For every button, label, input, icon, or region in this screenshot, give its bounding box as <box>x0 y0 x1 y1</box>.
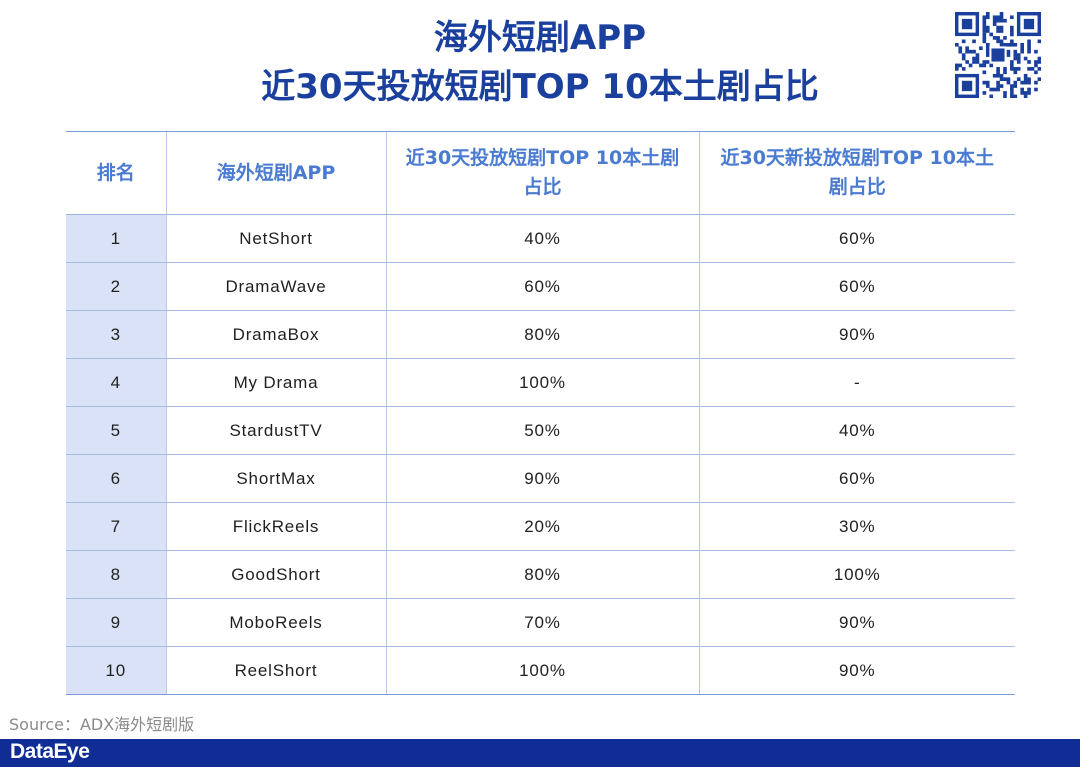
new-share-cell: 60% <box>698 214 1015 263</box>
rank-cell: 9 <box>66 598 166 647</box>
table-row: 1 NetShort 40% 60% <box>66 214 1015 263</box>
app-name-cell: My Drama <box>165 358 386 407</box>
share-cell: 40% <box>385 214 699 263</box>
app-name-cell: MoboReels <box>165 598 386 647</box>
ranking-table: 排名 海外短剧APP 近30天投放短剧TOP 10本土剧占比 近30天新投放短剧… <box>66 131 1015 695</box>
rank-cell: 4 <box>66 358 166 407</box>
new-share-cell: 40% <box>698 406 1015 455</box>
rank-cell: 7 <box>66 502 166 551</box>
title-line-2: 近30天投放短剧TOP 10本土剧占比 <box>261 67 819 107</box>
table-row: 3 DramaBox 80% 90% <box>66 310 1015 359</box>
app-name-cell: DramaBox <box>165 310 386 359</box>
app-name-cell: FlickReels <box>165 502 386 551</box>
share-cell: 80% <box>385 310 699 359</box>
app-name-cell: GoodShort <box>165 550 386 599</box>
table-row: 2 DramaWave 60% 60% <box>66 262 1015 311</box>
share-cell: 90% <box>385 454 699 503</box>
table-row: 6 ShortMax 90% 60% <box>66 454 1015 503</box>
table-row: 10 ReelShort 100% 90% <box>66 646 1015 695</box>
share-cell: 100% <box>385 358 699 407</box>
table-row: 4 My Drama 100% - <box>66 358 1015 407</box>
new-share-cell: 30% <box>698 502 1015 551</box>
dataeye-logo: DataEye <box>10 740 90 763</box>
new-share-cell: - <box>698 358 1015 407</box>
rank-cell: 1 <box>66 214 166 263</box>
header-30day-top10-local-share: 近30天投放短剧TOP 10本土剧占比 <box>385 131 699 215</box>
new-share-cell: 60% <box>698 454 1015 503</box>
app-name-cell: NetShort <box>165 214 386 263</box>
app-name-cell: ShortMax <box>165 454 386 503</box>
table-row: 7 FlickReels 20% 30% <box>66 502 1015 551</box>
rank-cell: 5 <box>66 406 166 455</box>
rank-cell: 8 <box>66 550 166 599</box>
table-row: 5 StardustTV 50% 40% <box>66 406 1015 455</box>
source-note: Source：ADX海外短剧版 <box>9 715 195 734</box>
share-cell: 80% <box>385 550 699 599</box>
share-cell: 60% <box>385 262 699 311</box>
page-title: 海外短剧APP 近30天投放短剧TOP 10本土剧占比 <box>0 14 1080 112</box>
app-name-cell: ReelShort <box>165 646 386 695</box>
title-line-1: 海外短剧APP <box>433 18 647 58</box>
table-row: 8 GoodShort 80% 100% <box>66 550 1015 599</box>
app-name-cell: StardustTV <box>165 406 386 455</box>
new-share-cell: 60% <box>698 262 1015 311</box>
rank-cell: 2 <box>66 262 166 311</box>
rank-cell: 6 <box>66 454 166 503</box>
new-share-cell: 90% <box>698 598 1015 647</box>
share-cell: 50% <box>385 406 699 455</box>
rank-cell: 10 <box>66 646 166 695</box>
table-header-row: 排名 海外短剧APP 近30天投放短剧TOP 10本土剧占比 近30天新投放短剧… <box>66 131 1015 215</box>
qr-code-icon <box>955 12 1042 99</box>
header-30day-new-top10-local-share: 近30天新投放短剧TOP 10本土剧占比 <box>698 131 1015 215</box>
header-app: 海外短剧APP <box>165 131 386 215</box>
table-row: 9 MoboReels 70% 90% <box>66 598 1015 647</box>
app-name-cell: DramaWave <box>165 262 386 311</box>
header-rank: 排名 <box>66 131 166 215</box>
share-cell: 70% <box>385 598 699 647</box>
share-cell: 100% <box>385 646 699 695</box>
footer-bar: DataEye <box>0 739 1080 767</box>
new-share-cell: 90% <box>698 646 1015 695</box>
new-share-cell: 100% <box>698 550 1015 599</box>
share-cell: 20% <box>385 502 699 551</box>
rank-cell: 3 <box>66 310 166 359</box>
new-share-cell: 90% <box>698 310 1015 359</box>
